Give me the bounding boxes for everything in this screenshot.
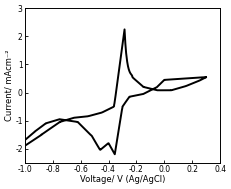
Y-axis label: Current/ mAcm⁻²: Current/ mAcm⁻²	[5, 50, 14, 121]
X-axis label: Voltage/ V (Ag/AgCl): Voltage/ V (Ag/AgCl)	[80, 175, 165, 184]
